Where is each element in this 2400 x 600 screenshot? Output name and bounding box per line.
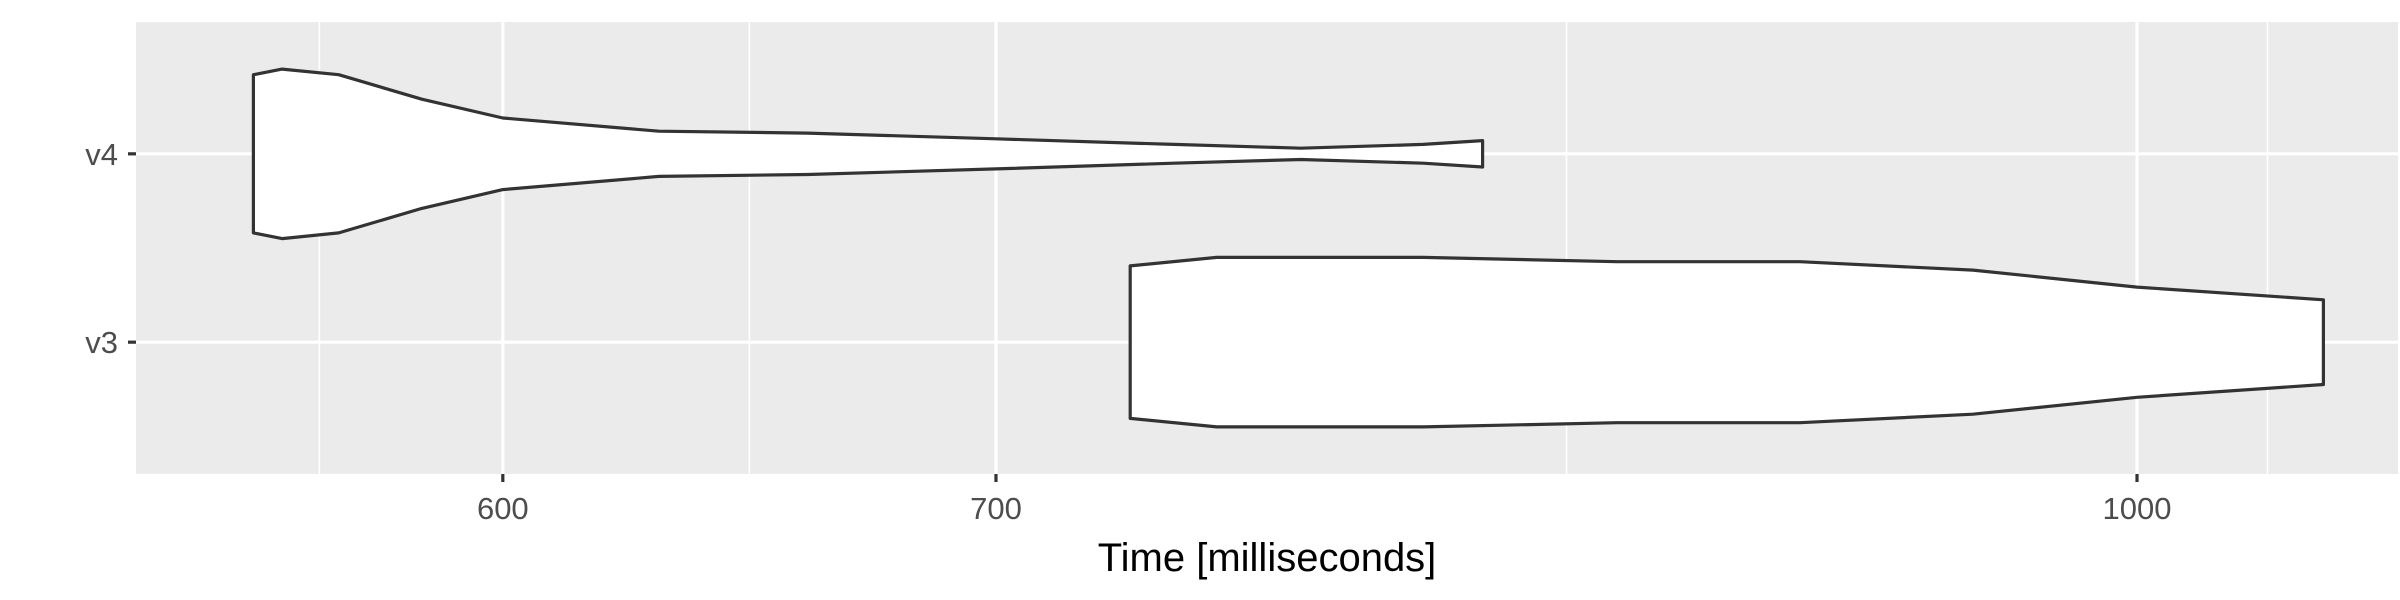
x-tick-label: 1000 [2103, 491, 2172, 526]
y-tick-label: v4 [85, 137, 118, 172]
y-tick-label: v3 [85, 325, 118, 360]
axes: v3 v4 600 700 1000 [85, 137, 2171, 526]
x-tick-label: 700 [970, 491, 1022, 526]
violin-v3 [1128, 255, 2325, 429]
x-tick-label: 600 [477, 491, 529, 526]
violins [251, 67, 2325, 429]
violin-v4 [251, 67, 1485, 241]
x-axis-title: Time [milliseconds] [1098, 536, 1437, 580]
